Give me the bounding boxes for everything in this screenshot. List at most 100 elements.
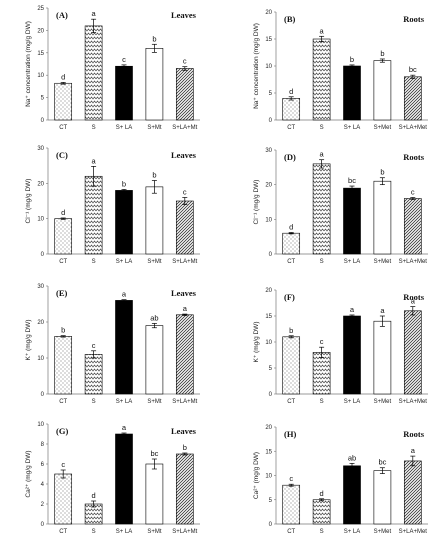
y-axis-label: Na⁺ concentration (mg/g DW) [25, 21, 32, 107]
bar [312, 499, 331, 525]
y-tick-label: 0 [41, 118, 45, 124]
y-tick-label: 10 [265, 340, 272, 346]
y-tick-label: 15 [265, 449, 272, 455]
y-tick-label: 10 [265, 64, 272, 70]
category-label: CT [59, 125, 67, 131]
bar [54, 473, 73, 525]
y-tick-label: 10 [265, 217, 272, 223]
y-tick-label: 15 [265, 314, 272, 320]
panel-title: Roots [403, 14, 424, 24]
y-tick-label: 30 [265, 148, 272, 154]
bar [403, 310, 422, 395]
significance-letter: b [152, 34, 156, 43]
category-label: S+Met [374, 259, 392, 265]
category-label: S [320, 125, 324, 131]
significance-letter: b [289, 326, 293, 335]
chart-panel: 0 2 4 6 8 10 Ca²⁺ (mg/g DW) (G) Leaves c CT d Sa S+ L… [25, 422, 200, 535]
bar [403, 198, 422, 255]
category-label: S+ LA [116, 125, 133, 131]
panel-title: Roots [403, 429, 424, 439]
y-axis-label: Cl⁻¹ (mg/g DW) [25, 179, 32, 224]
y-tick-label: 8 [41, 442, 45, 448]
category-label: CT [59, 529, 67, 535]
y-tick-label: 0 [269, 252, 273, 258]
bar [54, 82, 73, 121]
bar [343, 65, 361, 121]
category-label: S+ LA [344, 529, 361, 535]
significance-letter: c [92, 341, 96, 350]
y-tick-label: 10 [37, 217, 44, 223]
panel-title: Leaves [171, 288, 197, 298]
significance-letter: a [380, 306, 385, 315]
y-axis-label: Ca²⁺ (mg/g DW) [253, 452, 260, 499]
category-label: S+ LA [344, 125, 361, 131]
y-tick-label: 20 [37, 28, 44, 34]
category-label: S+LA+Mt [172, 399, 197, 405]
significance-letter: d [61, 208, 65, 217]
significance-letter: d [289, 223, 293, 232]
significance-letter: c [183, 187, 187, 196]
bar [115, 433, 133, 525]
category-label: CT [287, 529, 295, 535]
category-label: S [320, 529, 324, 535]
category-label: S+Mt [147, 259, 162, 265]
significance-letter: b [350, 55, 354, 64]
significance-letter: bc [378, 458, 386, 467]
category-label: S+LA+Met [399, 259, 428, 265]
chart-panel: 0 5 10 15 20 Ca²⁺ (mg/g DW) (H) Roots c CT d Sab S+ … [253, 425, 428, 535]
bar [282, 232, 301, 255]
bar [84, 175, 103, 255]
y-tick-label: 10 [37, 73, 44, 79]
bar [115, 65, 133, 121]
category-label: S+ LA [116, 259, 133, 265]
y-axis-label: Cl⁻¹ (mg/g DW) [253, 180, 260, 225]
category-label: S+LA+Met [399, 125, 428, 131]
chart-panel: 0 10 20 30 K⁺ (mg/g DW) (E) Leaves b CT c Sa S+ LA a… [25, 284, 200, 405]
bar [282, 484, 301, 525]
category-label: CT [59, 399, 67, 405]
y-tick-label: 0 [41, 252, 45, 258]
significance-letter: a [122, 290, 127, 299]
category-label: S+Met [374, 529, 392, 535]
significance-letter: d [320, 489, 324, 498]
category-label: S+Met [374, 125, 392, 131]
bar [175, 200, 194, 255]
category-label: S+ LA [116, 399, 133, 405]
category-label: S+LA+Mt [172, 529, 197, 535]
bar [312, 352, 331, 395]
significance-letter: b [380, 168, 384, 177]
significance-letter: d [61, 72, 65, 81]
panel-title: Leaves [171, 426, 197, 436]
panel-title: Leaves [171, 10, 197, 20]
y-axis-label: K⁺ (mg/g DW) [253, 322, 260, 363]
y-tick-label: 6 [41, 462, 45, 468]
significance-letter: ab [348, 453, 356, 462]
significance-letter: c [183, 57, 187, 66]
bar [54, 336, 73, 395]
category-label: S [92, 399, 96, 405]
y-tick-label: 0 [269, 392, 273, 398]
category-label: S+Mt [147, 399, 162, 405]
y-tick-label: 2 [41, 502, 45, 508]
category-label: CT [287, 399, 295, 405]
bar [115, 190, 133, 255]
y-tick-label: 20 [265, 425, 272, 431]
significance-letter: d [289, 87, 293, 96]
y-tick-label: 20 [265, 288, 272, 294]
panel-label: (G) [56, 426, 68, 436]
bar [403, 460, 422, 525]
y-tick-label: 0 [41, 522, 45, 528]
significance-letter: a [183, 304, 188, 313]
panel-title: Roots [403, 292, 424, 302]
y-tick-label: 0 [269, 522, 273, 528]
bar [145, 186, 164, 255]
panel-label: (E) [56, 288, 68, 298]
y-tick-label: 15 [37, 51, 44, 57]
y-tick-label: 4 [41, 482, 45, 488]
significance-letter: a [411, 297, 416, 306]
bar [175, 453, 194, 525]
y-tick-label: 10 [265, 474, 272, 480]
significance-letter: bc [150, 449, 158, 458]
